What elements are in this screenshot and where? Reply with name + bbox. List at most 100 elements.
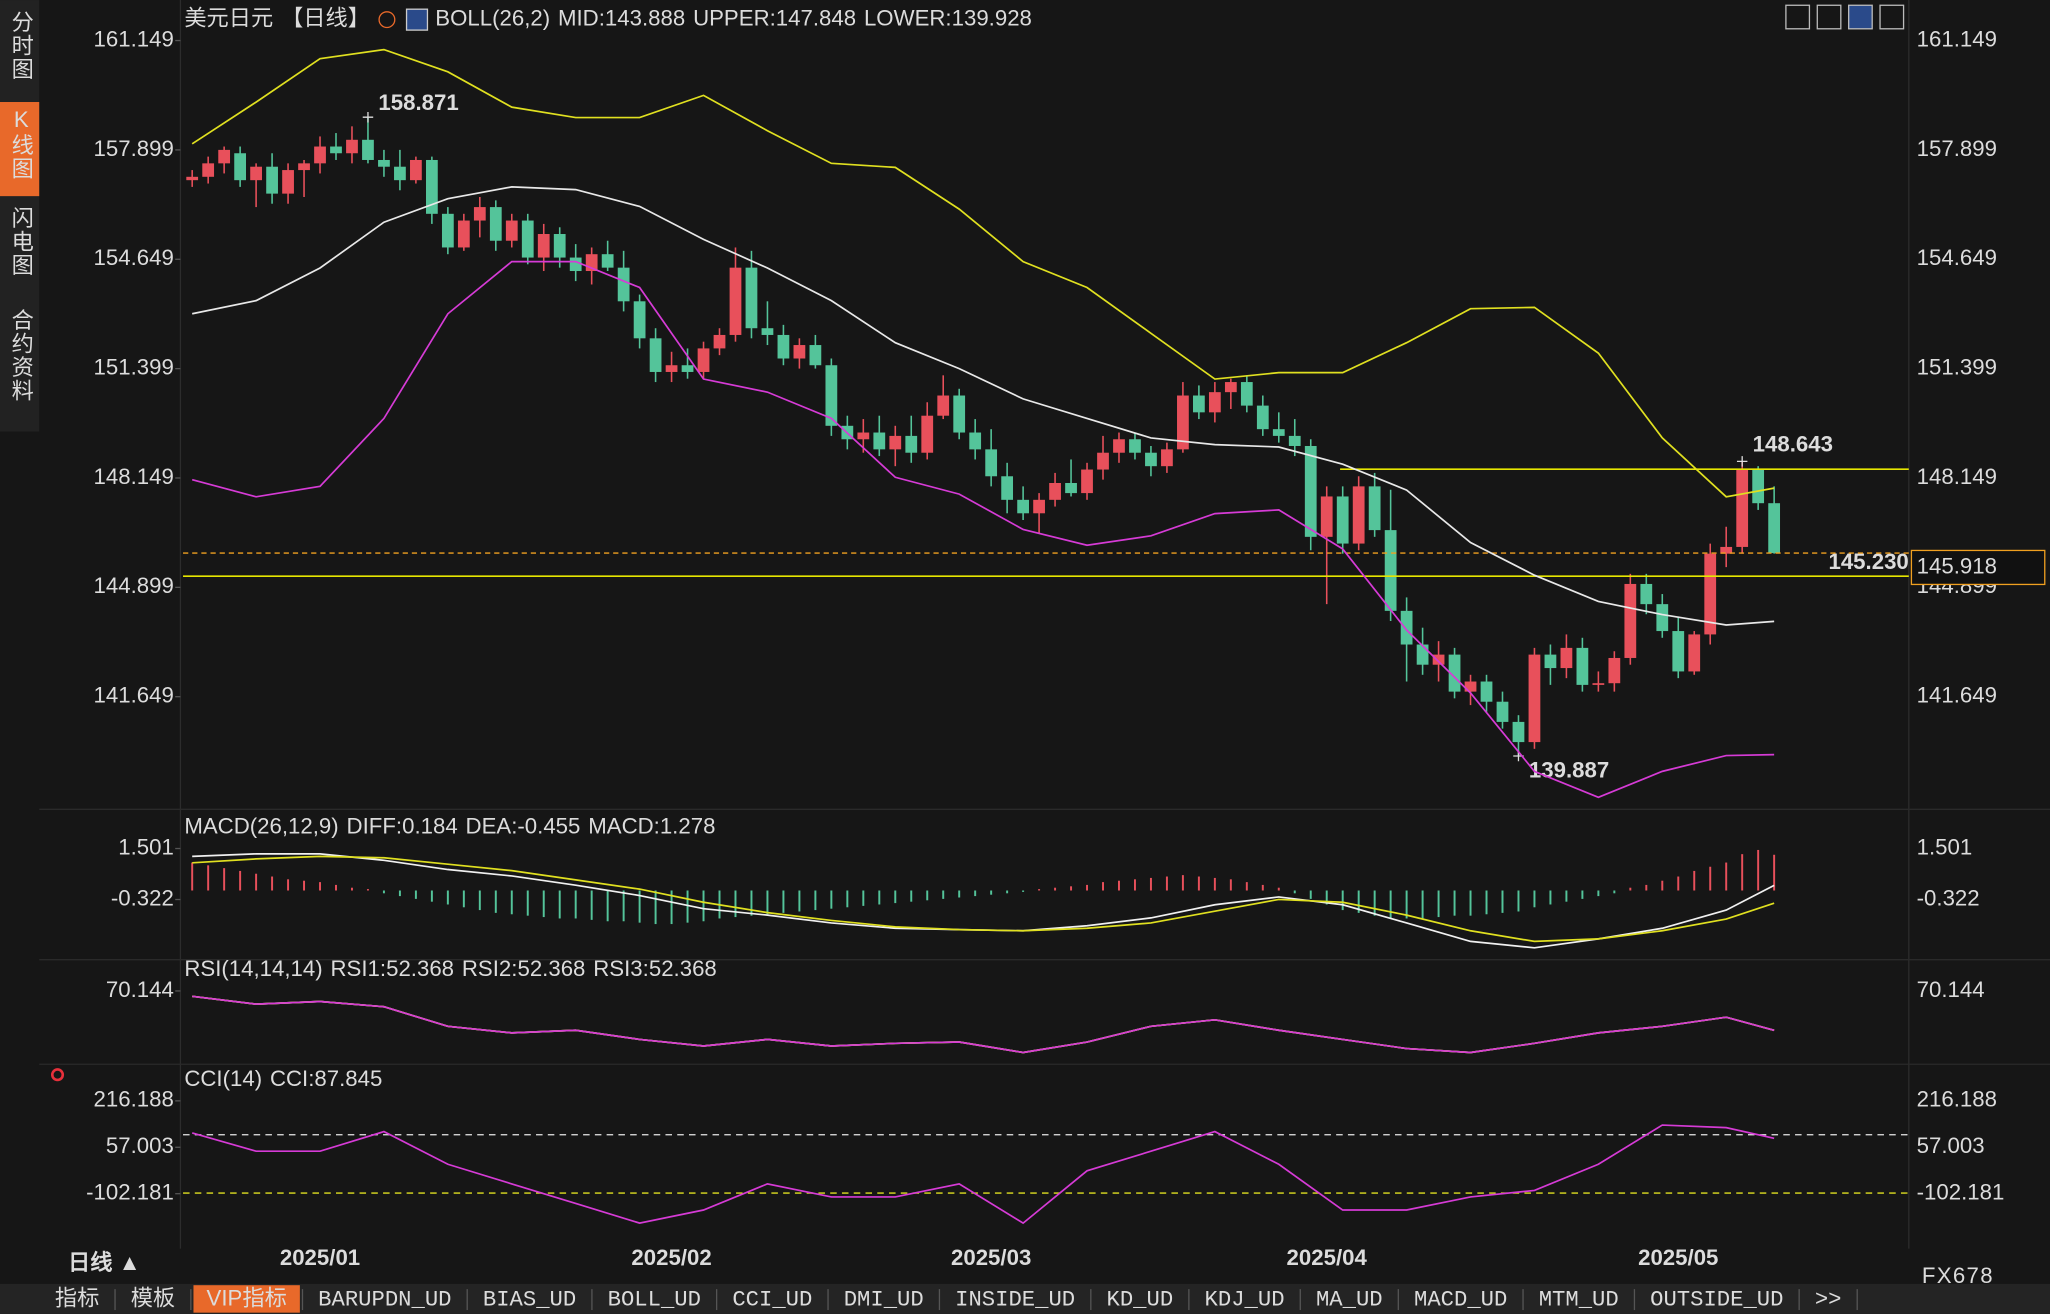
- series-line: [192, 995, 1775, 1054]
- legend-entry: LOWER:139.928: [864, 6, 1032, 31]
- last-price-label: 145.918: [1917, 553, 1997, 578]
- y-tick-label-right: 154.649: [1917, 245, 1997, 270]
- toolbar-item[interactable]: 指标: [55, 1285, 99, 1310]
- candle-body: [1416, 644, 1429, 665]
- candle-body: [681, 365, 694, 372]
- legend-entry: RSI2:52.368: [462, 956, 586, 981]
- toolbar-item[interactable]: KDJ_UD: [1205, 1287, 1285, 1312]
- toolbar-item[interactable]: >>: [1815, 1287, 1842, 1312]
- candle-body: [1384, 530, 1397, 611]
- candle-body: [1065, 483, 1077, 494]
- toolbar-item[interactable]: OUTSIDE_UD: [1650, 1287, 1783, 1312]
- x-tick-label: 2025/03: [951, 1245, 1031, 1270]
- icon[interactable]: [1848, 4, 1873, 30]
- candle-body: [985, 449, 998, 477]
- legend-entry: RSI1:52.368: [331, 956, 455, 981]
- toolbar: [0, 1283, 2050, 1314]
- candle-body: [777, 334, 790, 359]
- toolbar-item[interactable]: BARUPDN_UD: [318, 1287, 451, 1312]
- toolbar-item[interactable]: MACD_UD: [1414, 1287, 1507, 1312]
- sidebar-tab[interactable]: K线图: [9, 107, 34, 180]
- candle-body: [1400, 610, 1413, 645]
- y-tick-label-right: 157.899: [1917, 136, 1997, 161]
- icon[interactable]: [1816, 4, 1842, 30]
- toolbar-item[interactable]: MA_UD: [1316, 1287, 1383, 1312]
- candle-body: [1656, 604, 1669, 632]
- indicator-icon[interactable]: [405, 8, 429, 31]
- candle-body: [330, 146, 342, 154]
- candle-body: [1129, 439, 1141, 453]
- candle-body: [1448, 654, 1461, 692]
- candle-body: [1193, 395, 1205, 413]
- candle-body: [314, 146, 326, 164]
- sidebar-tab[interactable]: 合约资料: [9, 308, 34, 403]
- y-tick-label-right: 216.188: [1917, 1087, 1997, 1112]
- candle-body: [250, 166, 262, 181]
- candle-body: [1097, 452, 1109, 470]
- candle-body: [937, 395, 950, 416]
- candle-body: [969, 432, 982, 450]
- candle-body: [1033, 499, 1045, 514]
- toolbar-item[interactable]: INSIDE_UD: [955, 1287, 1075, 1312]
- period-switch[interactable]: 日线 ▲: [68, 1249, 141, 1275]
- candle-body: [234, 153, 247, 181]
- candle-body: [1224, 382, 1237, 393]
- icon[interactable]: [1785, 4, 1811, 30]
- toolbar-item[interactable]: 模板: [131, 1285, 175, 1310]
- candle-body: [553, 234, 566, 258]
- toolbar-item[interactable]: CCI_UD: [732, 1287, 812, 1312]
- y-tick-label: 70.144: [106, 977, 174, 1002]
- candle-body: [809, 345, 822, 366]
- toolbar-item[interactable]: BIAS_UD: [483, 1287, 576, 1312]
- series-line: [192, 855, 1775, 943]
- y-tick-label: 151.399: [94, 355, 174, 380]
- toolbar-item[interactable]: DMI_UD: [844, 1287, 924, 1312]
- candle-body: [298, 163, 310, 171]
- candle-body: [1017, 499, 1029, 514]
- candle-body: [1049, 483, 1061, 500]
- candle-body: [1272, 429, 1285, 436]
- candle-body: [1672, 631, 1685, 672]
- y-tick-label-right: 141.649: [1917, 683, 1997, 708]
- y-tick-label: 157.899: [94, 136, 174, 161]
- toolbar-item[interactable]: VIP指标: [207, 1285, 287, 1310]
- candle-body: [1592, 683, 1605, 685]
- candle-body: [1336, 496, 1349, 544]
- candle-body: [761, 328, 774, 335]
- candle-body: [873, 432, 886, 450]
- candle-body: [186, 176, 199, 181]
- toolbar-item[interactable]: KD_UD: [1107, 1287, 1174, 1312]
- y-tick-label-right: 148.149: [1917, 464, 1997, 489]
- candle-body: [617, 267, 630, 302]
- y-tick-label-right: 57.003: [1917, 1133, 1985, 1158]
- y-tick-label: -102.181: [86, 1180, 174, 1205]
- candle-body: [1640, 583, 1653, 605]
- extreme-label: 148.643: [1753, 432, 1833, 457]
- sidebar-tab[interactable]: 闪电图: [9, 206, 34, 277]
- candle-body: [441, 213, 454, 248]
- candle-body: [218, 149, 231, 164]
- candle-body: [1288, 435, 1301, 446]
- series-line: [191, 48, 1775, 498]
- candle-body: [1688, 634, 1701, 672]
- candle-body: [745, 267, 758, 329]
- legend-entry: MACD:1.278: [588, 813, 715, 838]
- y-tick-label-right: -0.322: [1917, 885, 1980, 910]
- candle-body: [953, 395, 966, 433]
- candle-body: [282, 170, 294, 194]
- pane-title: RSI(14,14,14): [184, 956, 322, 981]
- legend-entry: CCI:87.845: [270, 1066, 382, 1091]
- x-tick-label: 2025/02: [631, 1245, 711, 1270]
- toolbar-item[interactable]: BOLL_UD: [608, 1287, 701, 1312]
- candle-body: [601, 254, 614, 268]
- icon[interactable]: [1879, 4, 1905, 30]
- y-tick-label: 141.649: [94, 683, 174, 708]
- period-label: 【日线】: [281, 6, 370, 31]
- pane-title: CCI(14): [184, 1066, 262, 1091]
- candle-body: [1608, 657, 1621, 684]
- sidebar-tab[interactable]: 分时图: [9, 10, 34, 81]
- add-icon[interactable]: [378, 11, 396, 29]
- toolbar-item[interactable]: MTM_UD: [1539, 1287, 1619, 1312]
